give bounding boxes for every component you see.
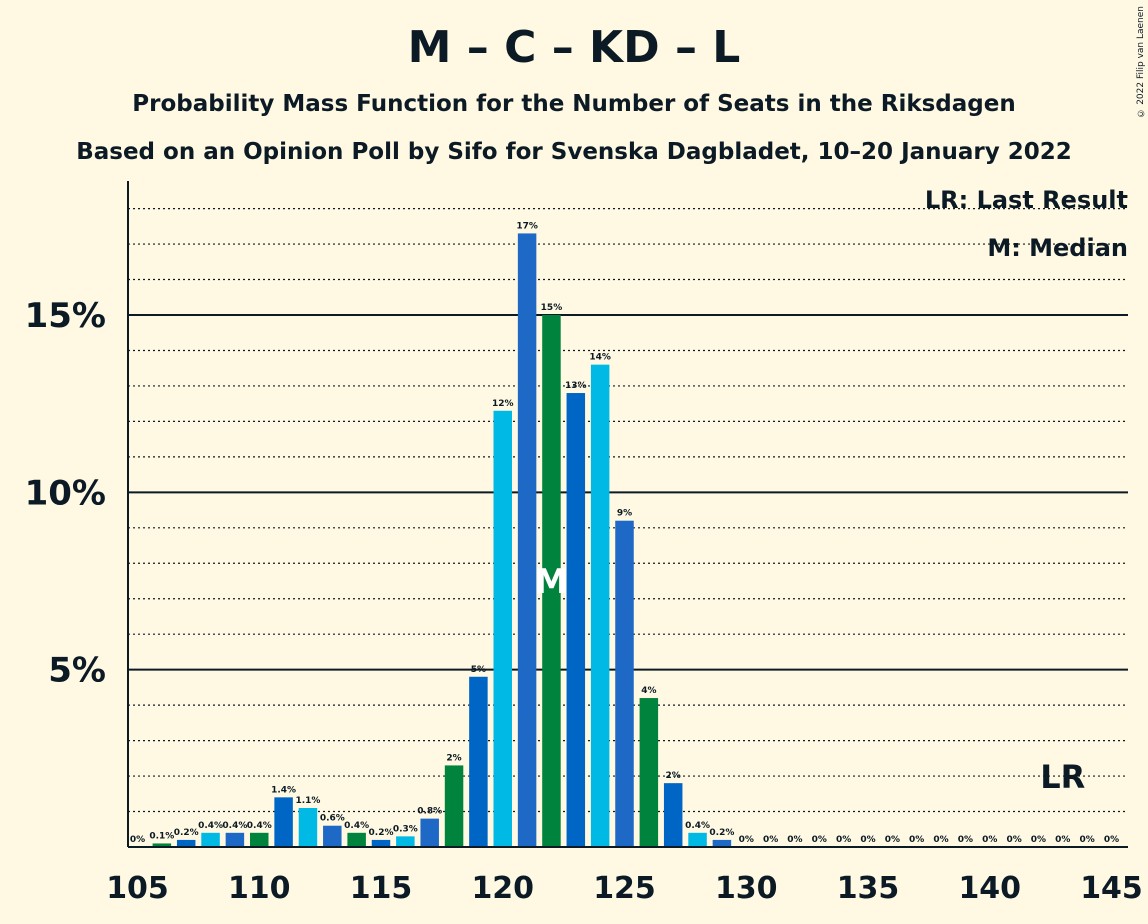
data-label: 17% <box>516 221 538 231</box>
data-label: 0% <box>787 835 802 845</box>
data-label: 0% <box>130 835 145 845</box>
bar <box>542 315 561 847</box>
data-label: 0% <box>1006 835 1021 845</box>
bar <box>469 676 488 847</box>
data-label: 9% <box>617 509 632 519</box>
data-label: 0.2% <box>174 828 199 838</box>
copyright-note: © 2022 Filip van Laenen <box>1136 6 1146 118</box>
x-tick-label: 120 <box>471 871 534 906</box>
data-label: 0.4% <box>198 821 223 831</box>
bar <box>371 839 391 847</box>
data-label: 0% <box>982 835 997 845</box>
bar <box>274 797 293 847</box>
median-marker: M <box>535 562 569 602</box>
bar <box>347 832 366 847</box>
bar <box>176 839 196 847</box>
data-label: 1.1% <box>295 796 320 806</box>
bar <box>615 520 634 847</box>
bar <box>444 765 464 847</box>
bar <box>323 825 342 847</box>
bar <box>688 832 707 847</box>
x-tick-label: 115 <box>350 871 413 906</box>
data-label: 0% <box>1055 835 1070 845</box>
data-label: 0% <box>1031 835 1046 845</box>
chart-title: M – C – KD – L <box>407 22 741 73</box>
data-label: 0.4% <box>344 821 369 831</box>
data-label: 13% <box>565 381 587 391</box>
axes: 5% 10% 15% 105 110 115 120 125 130 135 140 145 <box>25 181 1143 906</box>
x-tick-label: 140 <box>958 871 1021 906</box>
y-tick-label: 15% <box>25 296 106 336</box>
data-label: 0% <box>739 835 754 845</box>
bar <box>639 698 659 847</box>
bar <box>250 832 269 847</box>
x-tick-label: 110 <box>228 871 291 906</box>
data-label: 0% <box>958 835 973 845</box>
bar <box>396 836 415 847</box>
bar <box>201 832 220 847</box>
legend-last-result: LR: Last Result <box>924 186 1128 214</box>
x-tick-label: 145 <box>1080 871 1143 906</box>
data-label: 12% <box>492 399 514 409</box>
data-label: 15% <box>541 303 563 313</box>
bar <box>590 364 610 847</box>
data-label: 0% <box>909 835 924 845</box>
data-label: 0.3% <box>393 824 418 834</box>
data-label: 0% <box>860 835 875 845</box>
data-label: 0% <box>763 835 778 845</box>
data-label: 2% <box>666 771 681 781</box>
x-tick-label: 130 <box>715 871 778 906</box>
x-tick-label: 105 <box>106 871 169 906</box>
data-label: 0% <box>885 835 900 845</box>
data-label: 5% <box>471 665 486 675</box>
y-tick-label: 5% <box>48 651 106 691</box>
data-label: 0% <box>1080 835 1095 845</box>
data-label: 1.4% <box>271 785 296 795</box>
data-label: 0% <box>933 835 948 845</box>
x-tick-label: 135 <box>837 871 900 906</box>
data-label: 0.8% <box>417 807 442 817</box>
data-label: 0% <box>836 835 851 845</box>
bar <box>298 807 318 847</box>
y-tick-label: 10% <box>25 473 106 513</box>
data-label: 0% <box>812 835 827 845</box>
bar <box>712 839 732 847</box>
chart-subtitle: Probability Mass Function for the Number… <box>132 91 1016 117</box>
data-label: 0.4% <box>222 821 247 831</box>
data-label: 14% <box>589 353 611 363</box>
bar <box>152 843 172 847</box>
bars: 0% 0.1% 0.2%0.4% 0.4% 0.4%1.4%1.1%0.6%0.4%0.… <box>130 221 1119 848</box>
data-label: 0.2% <box>709 828 734 838</box>
data-label: 0.4% <box>247 821 272 831</box>
bar <box>566 393 586 847</box>
bar <box>225 832 245 847</box>
data-label: 0% <box>1104 835 1119 845</box>
data-label: 4% <box>641 686 656 696</box>
x-tick-label: 125 <box>593 871 656 906</box>
bar <box>420 818 439 847</box>
data-label: 0.1% <box>149 831 174 841</box>
chart-subtitle-2: Based on an Opinion Poll by Sifo for Sve… <box>76 139 1072 165</box>
data-label: 0.6% <box>320 814 345 824</box>
data-label: 0.2% <box>369 828 394 838</box>
data-label: 2% <box>446 753 461 763</box>
bar <box>517 233 537 848</box>
last-result-marker: LR <box>1040 758 1085 796</box>
legend-median: M: Median <box>987 234 1128 262</box>
bar <box>663 783 683 847</box>
data-label: 0.4% <box>685 821 710 831</box>
bar <box>493 410 512 847</box>
